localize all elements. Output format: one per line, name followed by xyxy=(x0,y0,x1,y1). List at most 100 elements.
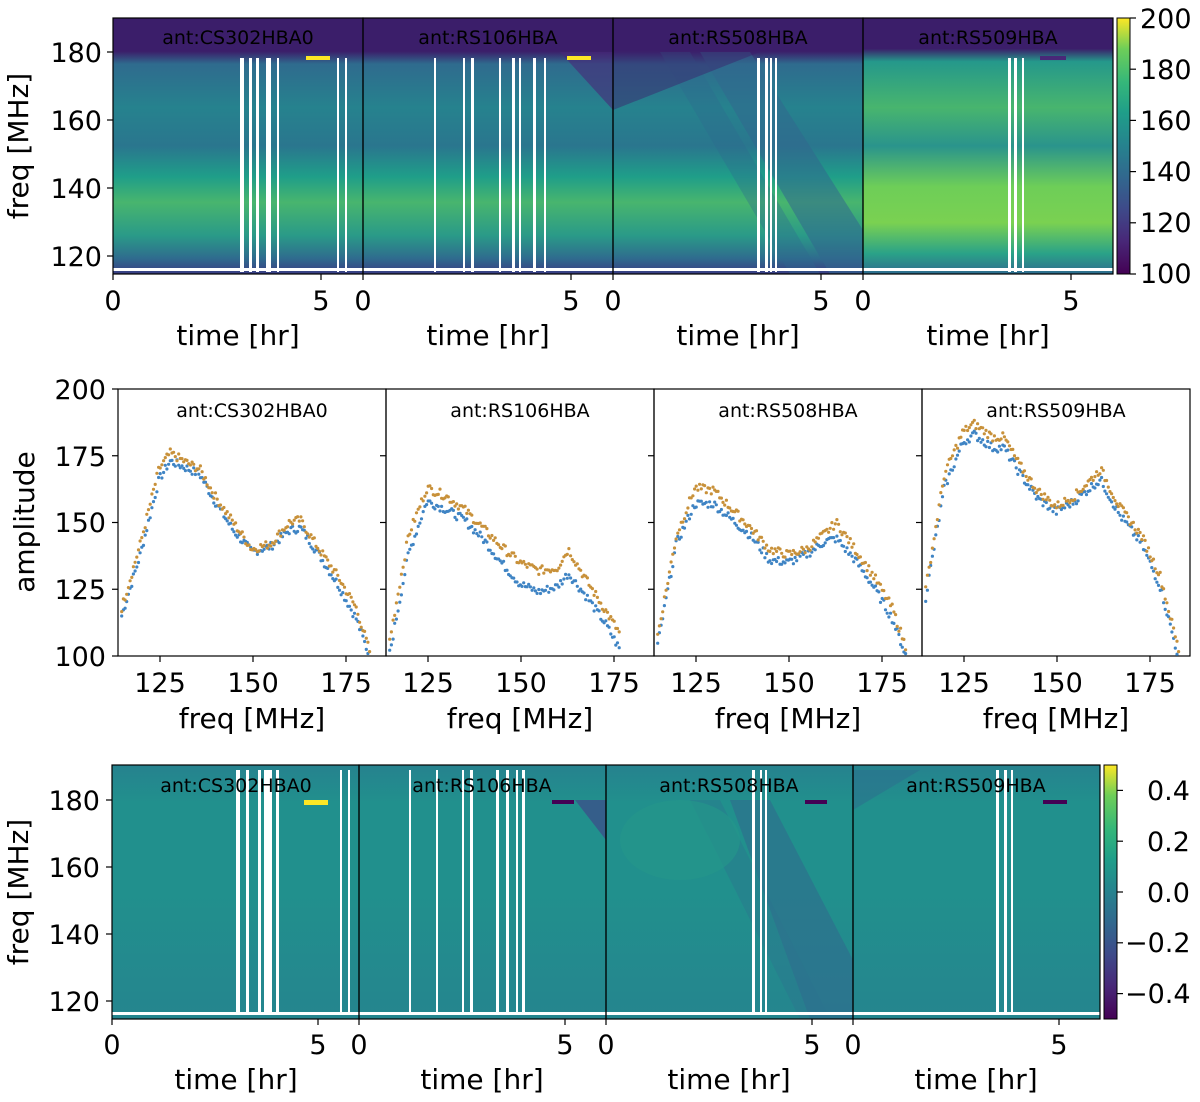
scatter-point-orange xyxy=(827,530,831,534)
scatter-point-blue xyxy=(986,439,990,443)
scatter-point-blue xyxy=(954,457,958,461)
scatter-point-orange xyxy=(659,617,663,621)
scatter-point-orange xyxy=(870,570,874,574)
top-flag-columns xyxy=(240,58,1024,272)
scatter-point-blue xyxy=(734,523,739,527)
scatter-point-orange xyxy=(192,462,196,466)
scatter-point-blue xyxy=(419,517,424,521)
scatter-point-orange xyxy=(1006,440,1010,444)
scatter-point-blue xyxy=(391,637,395,641)
scatter-point-blue xyxy=(795,559,799,563)
mid-panel-2-title: ant:RS106HBA xyxy=(450,400,589,422)
scatter-point-blue xyxy=(428,499,432,503)
scatter-point-blue xyxy=(704,500,708,504)
scatter-point-orange xyxy=(177,452,181,456)
scatter-point-blue xyxy=(515,580,519,584)
scatter-point-blue xyxy=(533,589,538,593)
scatter-point-blue xyxy=(1054,512,1058,516)
scatter-point-blue xyxy=(838,538,842,543)
scatter-point-blue xyxy=(1150,566,1154,570)
scatter-point-orange xyxy=(592,593,596,598)
scatter-point-blue xyxy=(952,465,956,469)
scatter-point-blue xyxy=(724,513,729,518)
scatter-point-orange xyxy=(123,598,127,602)
scatter-point-orange xyxy=(297,519,301,523)
scatter-point-orange xyxy=(399,572,403,576)
scatter-point-blue xyxy=(120,614,124,618)
scatter-point-blue xyxy=(888,611,893,615)
scatter-point-orange xyxy=(1163,597,1167,601)
scatter-point-orange xyxy=(1093,475,1097,479)
bottom-heatmap-row: ant:CS302HBA0 ant:RS106HBA ant:RS508HBA … xyxy=(2,764,1191,1096)
scatter-point-blue xyxy=(547,590,551,594)
mid-y-axis-ticks xyxy=(112,388,922,657)
scatter-point-blue xyxy=(1074,502,1079,506)
scatter-point-orange xyxy=(736,509,740,513)
scatter-point-blue xyxy=(557,585,561,589)
scatter-point-blue xyxy=(760,551,764,555)
scatter-point-orange xyxy=(329,564,333,568)
scatter-point-blue xyxy=(453,515,457,520)
scatter-point-orange xyxy=(773,547,777,551)
scatter-point-orange xyxy=(1116,504,1120,509)
scatter-point-orange xyxy=(950,454,955,458)
scatter-point-blue xyxy=(1155,580,1159,584)
scatter-point-orange xyxy=(698,482,702,486)
scatter-point-blue xyxy=(225,519,229,523)
scatter-point-orange xyxy=(940,484,945,488)
top-panel-2-title: ant:RS106HBA xyxy=(418,27,557,49)
scatter-point-blue xyxy=(689,512,693,516)
top-panel-3-diagonal-band xyxy=(700,52,863,274)
scatter-point-blue xyxy=(502,559,506,563)
scatter-point-blue xyxy=(183,469,187,473)
scatter-point-blue xyxy=(394,617,398,621)
scatter-point-orange xyxy=(686,506,690,510)
scatter-point-orange xyxy=(368,650,372,654)
scatter-point-blue xyxy=(1118,513,1122,517)
scatter-point-blue xyxy=(329,573,333,577)
scatter-point-blue xyxy=(130,584,134,589)
scatter-point-orange xyxy=(1048,498,1052,502)
scatter-point-orange xyxy=(559,563,563,567)
scatter-point-orange xyxy=(522,559,526,564)
scatter-point-blue xyxy=(406,551,410,555)
scatter-point-orange xyxy=(160,463,164,467)
scatter-point-orange xyxy=(198,464,202,468)
scatter-point-orange xyxy=(999,437,1003,441)
scatter-point-orange xyxy=(337,578,342,583)
scatter-point-blue xyxy=(388,648,392,652)
scatter-point-blue xyxy=(848,551,852,555)
scatter-point-orange xyxy=(813,540,817,544)
scatter-point-orange xyxy=(465,511,469,515)
scatter-point-blue xyxy=(808,554,812,558)
scatter-point-orange xyxy=(1121,506,1125,510)
scatter-point-orange xyxy=(212,496,216,500)
scatter-point-blue xyxy=(594,604,598,608)
scatter-point-orange xyxy=(185,458,189,462)
scatter-point-orange xyxy=(676,531,680,535)
top-panel-3-diagonal-band-2 xyxy=(660,52,820,274)
bot-panel-3-rfi-line xyxy=(805,800,827,804)
scatter-point-orange xyxy=(604,608,608,612)
scatter-point-blue xyxy=(967,440,971,444)
scatter-point-blue xyxy=(1071,502,1075,506)
scatter-point-blue xyxy=(842,544,846,548)
scatter-point-blue xyxy=(1084,493,1089,497)
scatter-point-blue xyxy=(582,591,586,595)
scatter-point-orange xyxy=(899,626,903,630)
scatter-point-blue xyxy=(775,559,779,564)
mid-x-axis-ticks xyxy=(159,656,1151,662)
scatter-point-blue xyxy=(1116,510,1120,515)
scatter-point-blue xyxy=(897,632,901,637)
bot-panel-2-corner-dark xyxy=(575,800,606,840)
scatter-point-orange xyxy=(939,491,943,495)
bot-panel-2-rfi-line xyxy=(552,800,574,804)
scatter-point-orange xyxy=(937,503,941,507)
scatter-point-orange xyxy=(1151,557,1156,561)
scatter-point-blue xyxy=(349,608,353,612)
scatter-point-blue xyxy=(135,565,139,569)
scatter-point-orange xyxy=(895,624,899,629)
scatter-point-orange xyxy=(833,522,837,526)
scatter-point-orange xyxy=(1043,492,1047,496)
